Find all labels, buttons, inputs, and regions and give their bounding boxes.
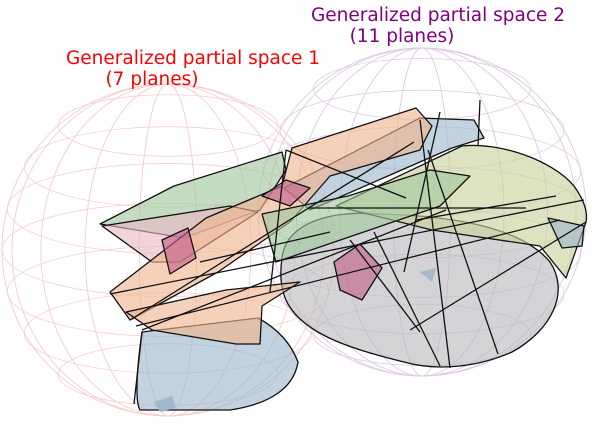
edge-line: [427, 149, 499, 355]
edge-line: [133, 331, 143, 405]
edge-line: [415, 195, 557, 221]
space-2-title-line-1: Generalized partial space 2: [311, 5, 565, 26]
plane-blue-right: [547, 217, 585, 249]
sphere-latitude-line: [57, 94, 279, 157]
edge-line: [199, 231, 331, 263]
space-1-title-line-1: Generalized partial space 1: [66, 48, 320, 69]
edge-line: [269, 149, 287, 293]
plane-green-middle: [261, 169, 471, 263]
edge-line: [403, 111, 441, 273]
edge-line: [409, 221, 587, 331]
space-2-title-line-2: (11 planes): [350, 26, 455, 47]
edge-line: [373, 231, 441, 367]
edge-line: [141, 209, 447, 331]
intersection-edges: [109, 99, 587, 405]
edge-line: [419, 119, 451, 369]
edge-line: [135, 219, 561, 327]
space-1-title-line-2: (7 planes): [105, 69, 198, 90]
edge-line: [285, 149, 407, 199]
edge-line: [109, 199, 585, 295]
sphere-latitude-line: [313, 58, 531, 120]
edge-line: [477, 99, 481, 147]
plane-orange-lower: [125, 281, 301, 345]
plane-magenta-left: [161, 227, 197, 275]
edge-line: [129, 141, 415, 321]
plane-group: [99, 107, 588, 412]
edge-line: [349, 239, 421, 333]
plane-teal-fleck-1: [154, 396, 176, 412]
plane-teal-fleck-2: [420, 268, 436, 282]
